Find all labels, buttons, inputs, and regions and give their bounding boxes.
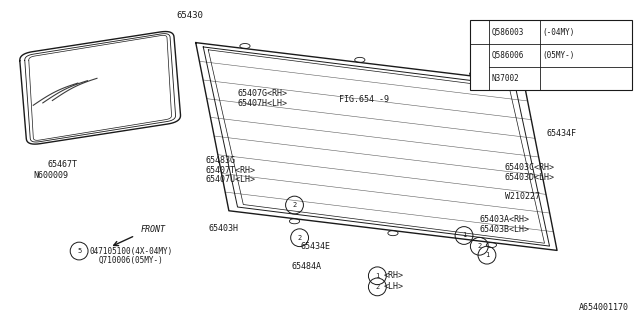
Text: 1: 1: [462, 233, 466, 238]
Text: 65434F: 65434F: [546, 129, 576, 138]
Text: 65483G: 65483G: [205, 156, 236, 164]
Text: Q586006: Q586006: [492, 51, 524, 60]
Text: 2: 2: [375, 284, 380, 290]
Text: 1: 1: [375, 273, 380, 279]
Text: 047105100(4X-04MY): 047105100(4X-04MY): [90, 247, 173, 256]
Text: 65430: 65430: [176, 11, 203, 20]
Text: 2: 2: [477, 243, 481, 249]
Text: (-04MY): (-04MY): [542, 28, 575, 36]
Text: <LH>: <LH>: [384, 282, 404, 292]
Text: 65403C<RH>: 65403C<RH>: [505, 164, 555, 172]
Text: FRONT: FRONT: [140, 225, 165, 234]
Text: 65484A: 65484A: [291, 262, 321, 271]
Text: 65467T: 65467T: [48, 160, 78, 169]
Text: 65403D<LH>: 65403D<LH>: [505, 173, 555, 182]
Text: 5: 5: [77, 248, 81, 254]
Text: 65407U<LH>: 65407U<LH>: [205, 175, 255, 184]
Bar: [470, 20, 632, 90]
Text: 2: 2: [298, 235, 301, 241]
Text: A654001170: A654001170: [579, 303, 629, 312]
Text: 65407G<RH>: 65407G<RH>: [237, 89, 287, 98]
Text: 1: 1: [485, 252, 489, 258]
Text: N37002: N37002: [492, 74, 519, 83]
Text: 65407H<LH>: 65407H<LH>: [237, 99, 287, 108]
Text: <RH>: <RH>: [384, 271, 404, 280]
Text: 65403H: 65403H: [209, 224, 239, 233]
Text: W210227: W210227: [505, 192, 540, 201]
Text: Q710006(05MY-): Q710006(05MY-): [99, 256, 163, 265]
Text: 2: 2: [292, 202, 296, 208]
Text: 65407T<RH>: 65407T<RH>: [205, 166, 255, 175]
Text: Q586003: Q586003: [492, 28, 524, 36]
Text: N600009: N600009: [33, 172, 68, 180]
Text: 65403B<LH>: 65403B<LH>: [479, 225, 529, 234]
Text: 1: 1: [477, 29, 481, 35]
Text: FIG.654 -9: FIG.654 -9: [339, 95, 389, 104]
Text: 2: 2: [477, 76, 481, 82]
Text: 65403A<RH>: 65403A<RH>: [479, 215, 529, 224]
Text: 65434E: 65434E: [301, 242, 331, 251]
Text: (05MY-): (05MY-): [542, 51, 575, 60]
